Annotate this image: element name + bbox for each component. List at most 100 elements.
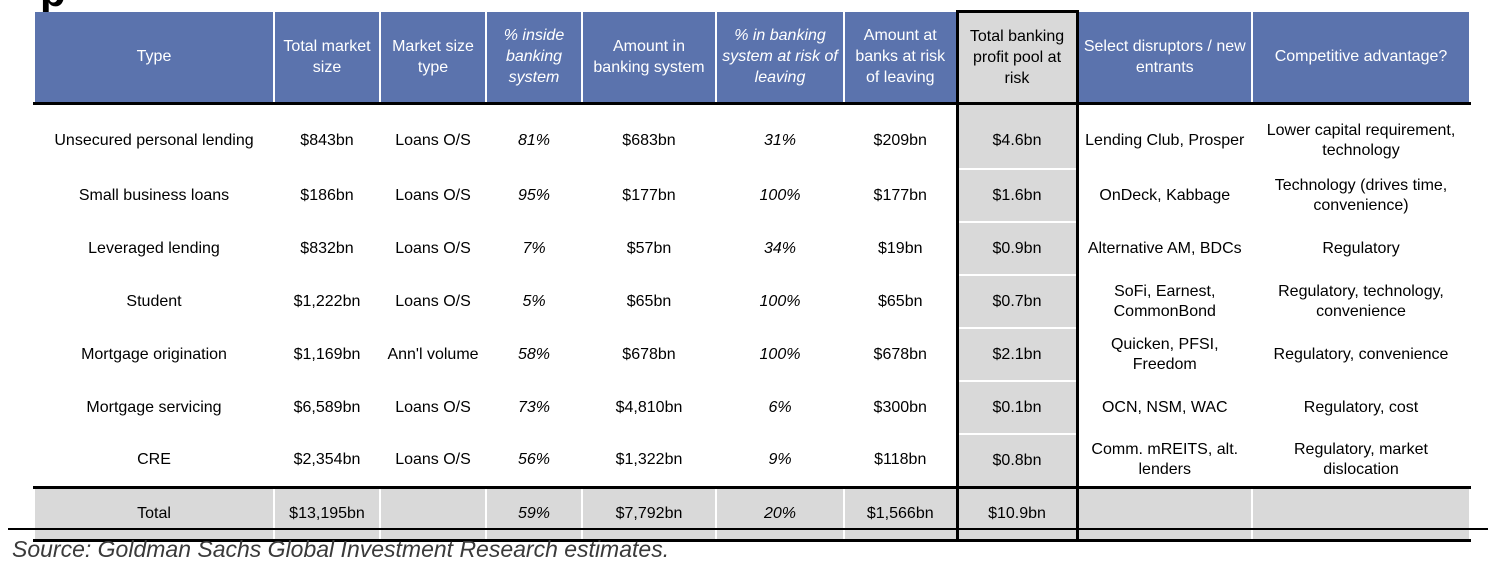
cell-profit-pool-at-risk: $4.6bn — [955, 103, 1079, 170]
cell-profit-pool-at-risk: $0.8bn — [955, 434, 1079, 489]
cell-type: Unsecured personal lending — [33, 103, 275, 169]
cell-profit-pool-at-risk: $0.7bn — [955, 275, 1079, 329]
cell-amount-in-banking: $1,322bn — [581, 434, 717, 488]
cell-amount-in-banking: $678bn — [581, 328, 717, 381]
col-header-competitive-advantage: Competitive advantage? — [1251, 11, 1471, 105]
cell-market-size-type: Loans O/S — [379, 103, 487, 169]
cell-disruptors: Lending Club, Prosper — [1076, 103, 1253, 169]
cell-pct-inside-banking: 73% — [485, 381, 583, 434]
profit-pool-table: Type Total market size Market size type … — [33, 10, 1471, 542]
cell-total-market-size: $1,169bn — [273, 328, 381, 381]
cell-type: Mortgage servicing — [33, 381, 275, 434]
table-row: CRE $2,354bn Loans O/S 56% $1,322bn 9% $118bn $… — [33, 434, 1471, 489]
cell-profit-pool-at-risk: $0.1bn — [955, 381, 1079, 435]
cell-amount-at-risk: $177bn — [843, 169, 958, 222]
cell-amount-in-banking: $4,810bn — [581, 381, 717, 434]
cell-total-market-size: $832bn — [273, 222, 381, 275]
cell-amount-at-risk: $209bn — [843, 103, 958, 169]
table-row: Student $1,222bn Loans O/S 5% $65bn 100% $65bn… — [33, 275, 1471, 329]
cell-type: Mortgage origination — [33, 328, 275, 381]
cell-pct-at-risk: 31% — [715, 103, 845, 169]
table-row: Unsecured personal lending $843bn Loans O/… — [33, 103, 1471, 170]
cell-market-size-type: Loans O/S — [379, 222, 487, 275]
table-row: Mortgage origination $1,169bn Ann'l volume… — [33, 328, 1471, 382]
cell-amount-at-risk: $300bn — [843, 381, 958, 434]
cell-pct-inside-banking: 56% — [485, 434, 583, 488]
table-row: Mortgage servicing $6,589bn Loans O/S 73% $4… — [33, 381, 1471, 435]
col-header-amount-in-banking: Amount in banking system — [581, 11, 717, 105]
cell-amount-in-banking: $65bn — [581, 275, 717, 328]
cell-amount-at-risk: $678bn — [843, 328, 958, 381]
cell-profit-pool-at-risk: $2.1bn — [955, 328, 1079, 382]
col-header-pct-inside-banking: % inside banking system — [485, 11, 583, 105]
col-header-type: Type — [33, 11, 275, 105]
cell-market-size-type: Loans O/S — [379, 169, 487, 222]
cell-disruptors: SoFi, Earnest, CommonBond — [1076, 275, 1253, 328]
cell-pct-at-risk: 100% — [715, 169, 845, 222]
cell-pct-at-risk: 6% — [715, 381, 845, 434]
cell-amount-at-risk: $65bn — [843, 275, 958, 328]
header-row: Type Total market size Market size type … — [33, 10, 1471, 105]
cell-disruptors: OCN, NSM, WAC — [1076, 381, 1253, 434]
cell-amount-in-banking: $57bn — [581, 222, 717, 275]
title-fragment: p — [40, 0, 68, 16]
total-cell-pct-at-risk: 20% — [715, 486, 845, 542]
cell-pct-inside-banking: 58% — [485, 328, 583, 381]
cell-profit-pool-at-risk: $0.9bn — [955, 222, 1079, 276]
cell-disruptors: Quicken, PFSI, Freedom — [1076, 328, 1253, 381]
cell-pct-inside-banking: 5% — [485, 275, 583, 328]
col-header-total-market-size: Total market size — [273, 11, 381, 105]
cell-market-size-type: Loans O/S — [379, 434, 487, 488]
cell-competitive-advantage: Lower capital requirement, technology — [1251, 103, 1471, 169]
cell-amount-at-risk: $118bn — [843, 434, 958, 488]
cell-competitive-advantage: Regulatory, market dislocation — [1251, 434, 1471, 488]
total-cell-amount-at-risk: $1,566bn — [843, 486, 958, 542]
cell-pct-at-risk: 100% — [715, 328, 845, 381]
cell-type: CRE — [33, 434, 275, 488]
cell-disruptors: Comm. mREITS, alt. lenders — [1076, 434, 1253, 488]
cell-pct-inside-banking: 95% — [485, 169, 583, 222]
total-cell-amount-in-banking: $7,792bn — [581, 486, 717, 542]
total-cell-competitive-advantage — [1251, 486, 1471, 542]
total-cell-total-market-size: $13,195bn — [273, 486, 381, 542]
cell-amount-at-risk: $19bn — [843, 222, 958, 275]
cell-total-market-size: $2,354bn — [273, 434, 381, 488]
cell-total-market-size: $1,222bn — [273, 275, 381, 328]
cell-competitive-advantage: Regulatory, technology, convenience — [1251, 275, 1471, 328]
cell-amount-in-banking: $683bn — [581, 103, 717, 169]
cell-disruptors: OnDeck, Kabbage — [1076, 169, 1253, 222]
cell-type: Small business loans — [33, 169, 275, 222]
cell-pct-at-risk: 100% — [715, 275, 845, 328]
cell-pct-at-risk: 9% — [715, 434, 845, 488]
cell-type: Student — [33, 275, 275, 328]
total-row: Total $13,195bn 59% $7,792bn 20% $1,566bn $10.… — [33, 486, 1471, 542]
cell-pct-at-risk: 34% — [715, 222, 845, 275]
cell-pct-inside-banking: 81% — [485, 103, 583, 169]
cell-competitive-advantage: Regulatory — [1251, 222, 1471, 275]
cell-total-market-size: $186bn — [273, 169, 381, 222]
cell-market-size-type: Loans O/S — [379, 275, 487, 328]
total-cell-pct-inside-banking: 59% — [485, 486, 583, 542]
table-bottom-rule — [8, 528, 1488, 530]
cell-amount-in-banking: $177bn — [581, 169, 717, 222]
cell-total-market-size: $843bn — [273, 103, 381, 169]
cell-total-market-size: $6,589bn — [273, 381, 381, 434]
cell-market-size-type: Ann'l volume — [379, 328, 487, 381]
col-header-profit-pool-at-risk: Total banking profit pool at risk — [955, 10, 1079, 105]
cell-competitive-advantage: Technology (drives time, convenience) — [1251, 169, 1471, 222]
table-row: Leveraged lending $832bn Loans O/S 7% $57bn 3… — [33, 222, 1471, 276]
table-row: Small business loans $186bn Loans O/S 95% $1… — [33, 169, 1471, 223]
source-note: Source: Goldman Sachs Global Investment … — [12, 536, 670, 562]
total-cell-profit-pool-at-risk: $10.9bn — [955, 486, 1079, 542]
cell-competitive-advantage: Regulatory, convenience — [1251, 328, 1471, 381]
cell-competitive-advantage: Regulatory, cost — [1251, 381, 1471, 434]
cell-profit-pool-at-risk: $1.6bn — [955, 169, 1079, 223]
cell-type: Leveraged lending — [33, 222, 275, 275]
col-header-market-size-type: Market size type — [379, 11, 487, 105]
cell-disruptors: Alternative AM, BDCs — [1076, 222, 1253, 275]
cell-market-size-type: Loans O/S — [379, 381, 487, 434]
total-cell-disruptors — [1076, 486, 1253, 542]
col-header-disruptors: Select disruptors / new entrants — [1076, 11, 1253, 105]
col-header-amount-at-risk: Amount at banks at risk of leaving — [843, 11, 958, 105]
total-cell-market-size-type — [379, 486, 487, 542]
